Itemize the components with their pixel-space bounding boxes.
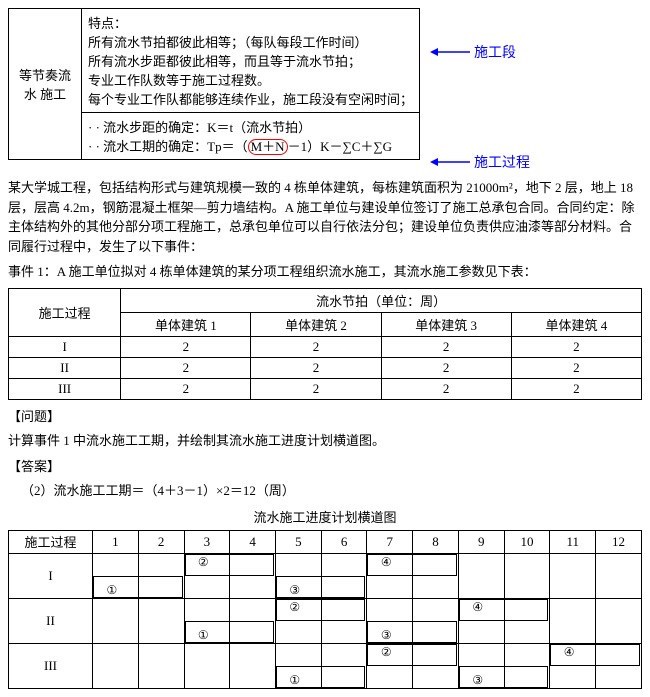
anno-bottom: 施工过程 (430, 152, 530, 172)
box-formula-cell: · · 流水步距的确定：K＝t（流水节拍） · · 流水工期的确定：Tp＝（M＋… (82, 113, 420, 160)
param-col: 单体建筑 2 (251, 312, 381, 336)
question-title: 【问题】 (8, 406, 642, 425)
arrow-icon (430, 45, 470, 59)
answer-title: 【答案】 (8, 456, 642, 475)
param-col0: 施工过程 (9, 288, 121, 336)
anno-top-text: 施工段 (474, 42, 516, 62)
feature-box: 等节奏流水 施工 特点： 所有流水节拍都彼此相等；（每队每段工作时间） 所有流水… (8, 8, 420, 160)
feature-line: 所有流水节拍都彼此相等；（每队每段工作时间） (88, 32, 413, 51)
box-left-label: 等节奏流水 施工 (9, 9, 82, 160)
param-table: 施工过程 流水节拍（单位：周） 单体建筑 1 单体建筑 2 单体建筑 3 单体建… (8, 288, 642, 400)
side-annotations: 施工段 施工过程 (430, 8, 530, 172)
gantt-title: 流水施工进度计划横道图 (8, 507, 642, 526)
param-header-span: 流水节拍（单位：周） (121, 288, 642, 312)
gantt-chart: 施工过程 1 2 3 4 5 6 7 8 9 10 11 12 I ① ② ③ … (8, 530, 642, 689)
gantt-row: II ① ② ③ ④ (9, 598, 642, 643)
answer-calc: （2）流水施工工期＝（4＋3－1）×2＝12（周） (8, 481, 642, 501)
arrow-icon (430, 155, 470, 169)
table-row: II 2 2 2 2 (9, 357, 642, 378)
feature-line: 专业工作队数等于施工过程数。 (88, 70, 413, 89)
passage-1: 某大学城工程，包括结构形式与建筑规模一致的 4 栋单体建筑，每栋建筑面积为 21… (8, 178, 642, 256)
formula-circled: M＋N (248, 139, 288, 155)
formula-2: · · 流水工期的确定：Tp＝（M＋N－1）K－∑C＋∑G (88, 136, 413, 155)
formula-1: · · 流水步距的确定：K＝t（流水节拍） (88, 117, 413, 136)
features-title: 特点： (88, 13, 413, 32)
gantt-col0: 施工过程 (9, 530, 93, 553)
param-col: 单体建筑 4 (511, 312, 641, 336)
anno-bottom-text: 施工过程 (474, 152, 530, 172)
box-features-cell: 特点： 所有流水节拍都彼此相等；（每队每段工作时间） 所有流水步距都彼此相等，而… (82, 9, 420, 113)
anno-top: 施工段 (430, 42, 530, 62)
gantt-row: I ① ② ③ ④ (9, 553, 642, 598)
table-row: III 2 2 2 2 (9, 378, 642, 399)
feature-line: 每个专业工作队都能够连续作业，施工段没有空闲时间； (88, 89, 413, 108)
gantt-row: III ① ② ③ ④ (9, 643, 642, 688)
question-text: 计算事件 1 中流水施工工期，并绘制其流水施工进度计划横道图。 (8, 431, 642, 451)
param-col: 单体建筑 1 (121, 312, 251, 336)
table-row: I 2 2 2 2 (9, 336, 642, 357)
passage-2: 事件 1：A 施工单位拟对 4 栋单体建筑的某分项工程组织流水施工，其流水施工参… (8, 262, 642, 282)
param-col: 单体建筑 3 (381, 312, 511, 336)
feature-line: 所有流水步距都彼此相等，而且等于流水节拍； (88, 51, 413, 70)
